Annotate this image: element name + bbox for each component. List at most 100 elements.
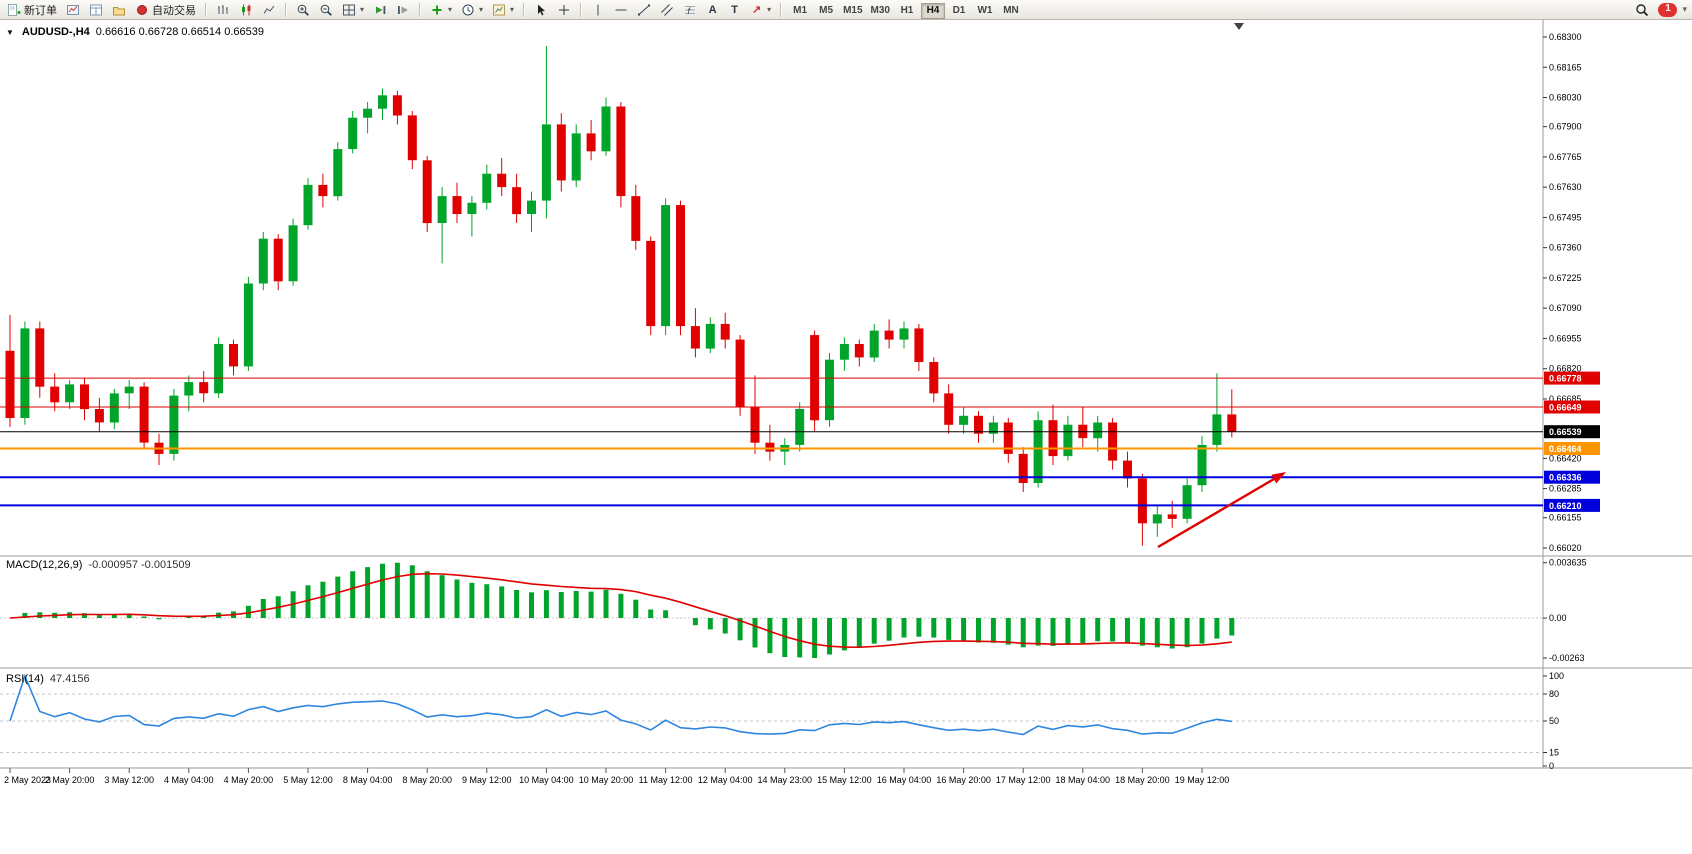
dropdown-caret-icon: ▾: [510, 5, 515, 14]
timeframe-M1[interactable]: M1: [788, 3, 812, 19]
trendline-button[interactable]: [633, 1, 655, 19]
search-button[interactable]: [1631, 1, 1653, 19]
text-button[interactable]: A: [702, 1, 723, 19]
svg-text:0.68030: 0.68030: [1549, 93, 1582, 103]
chart-shift-icon: [396, 3, 410, 17]
svg-text:8 May 04:00: 8 May 04:00: [343, 775, 393, 785]
timeframe-H4[interactable]: H4: [920, 2, 945, 19]
svg-text:0.66210: 0.66210: [1549, 501, 1582, 511]
svg-text:16 May 20:00: 16 May 20:00: [936, 775, 991, 785]
chart-window[interactable]: 0.68300 0.68165 0.68030 0.67900 0.67765 0.676…: [0, 20, 1692, 854]
zoom-in-button[interactable]: [292, 1, 314, 19]
market-watch-icon: [89, 3, 103, 17]
crosshair-button[interactable]: [553, 1, 575, 19]
candlestick-chart-icon: [239, 3, 253, 17]
candlestick-chart-button[interactable]: [235, 1, 257, 19]
navigator-button[interactable]: [108, 1, 130, 19]
candlestick-series[interactable]: [5, 46, 1237, 546]
auto-trading-label: 自动交易: [152, 4, 196, 17]
horizontal-line-button[interactable]: [610, 1, 632, 19]
svg-text:50: 50: [1549, 716, 1559, 726]
svg-text:0.66820: 0.66820: [1549, 364, 1582, 374]
dropdown-caret-icon: ▾: [360, 5, 365, 14]
svg-text:0.67360: 0.67360: [1549, 243, 1582, 253]
timeframe-D1[interactable]: D1: [947, 3, 971, 19]
toolbar-separator: [523, 2, 526, 17]
new-order-button[interactable]: 新订单: [3, 1, 61, 19]
channel-button[interactable]: [656, 1, 678, 19]
notification-badge[interactable]: 1: [1658, 2, 1678, 17]
autoscroll-icon: [373, 3, 387, 17]
timeframe-M5[interactable]: M5: [814, 3, 838, 19]
cursor-icon: [534, 3, 548, 17]
price-tag-0.66539: [1544, 425, 1600, 439]
price-tag-0.66649: [1544, 400, 1600, 414]
svg-text:8 May 20:00: 8 May 20:00: [402, 775, 452, 785]
chart-shift-button[interactable]: [392, 1, 414, 19]
label-button[interactable]: T: [724, 1, 745, 19]
svg-text:0.67630: 0.67630: [1549, 182, 1582, 192]
timeframe-W1[interactable]: W1: [973, 3, 997, 19]
line-chart-button[interactable]: [258, 1, 280, 19]
timeframe-M30[interactable]: M30: [868, 3, 893, 19]
crosshair-icon: [557, 3, 571, 17]
svg-text:0.67495: 0.67495: [1549, 212, 1582, 222]
autoscroll-button[interactable]: [369, 1, 391, 19]
toolbar-separator: [205, 2, 207, 17]
zoom-out-button[interactable]: [315, 1, 337, 19]
cursor-button[interactable]: [530, 1, 552, 19]
templates-button[interactable]: ▾: [488, 1, 518, 19]
trend-arrow[interactable]: [1157, 472, 1286, 549]
tile-windows-button[interactable]: ▾: [338, 1, 368, 19]
price-level-lines[interactable]: [0, 377, 1543, 507]
svg-text:9 May 12:00: 9 May 12:00: [462, 775, 512, 785]
chart-shift-marker[interactable]: [1234, 23, 1244, 30]
plot-area[interactable]: [0, 20, 1543, 556]
svg-text:0.67900: 0.67900: [1549, 122, 1582, 132]
indicators-button[interactable]: ▾: [426, 1, 456, 19]
fibonacci-button[interactable]: f: [679, 1, 701, 19]
svg-text:0.67225: 0.67225: [1549, 273, 1582, 283]
svg-text:0.66778: 0.66778: [1549, 374, 1582, 384]
trendline-icon: [637, 3, 651, 17]
svg-text:4 May 20:00: 4 May 20:00: [224, 775, 274, 785]
market-watch-button[interactable]: [85, 1, 107, 19]
clock-icon: [461, 3, 475, 17]
arrows-icon: ↗: [751, 3, 762, 16]
periods-button[interactable]: ▾: [457, 1, 487, 19]
svg-text:4 May 04:00: 4 May 04:00: [164, 775, 214, 785]
svg-text:0: 0: [1549, 761, 1554, 771]
dropdown-caret-icon: ▾: [479, 5, 484, 14]
macd-signal-line: [9, 572, 1232, 649]
timeframe-M15[interactable]: M15: [840, 3, 865, 19]
zoom-in-icon: [296, 3, 310, 17]
svg-text:0.66155: 0.66155: [1549, 513, 1582, 523]
price-tag-0.66464: [1544, 442, 1600, 455]
new-chart-button[interactable]: [62, 1, 84, 19]
price-tag-0.66210: [1544, 498, 1600, 512]
svg-text:15 May 12:00: 15 May 12:00: [817, 775, 872, 785]
new-order-icon: [7, 3, 21, 17]
svg-text:0.66420: 0.66420: [1549, 453, 1582, 463]
price-chart[interactable]: 0.68300 0.68165 0.68030 0.67900 0.67765 0.676…: [0, 20, 1692, 854]
svg-text:0.67765: 0.67765: [1549, 152, 1582, 162]
svg-text:18 May 20:00: 18 May 20:00: [1115, 775, 1170, 785]
svg-text:0.67090: 0.67090: [1549, 303, 1582, 313]
indicators-icon: [430, 3, 444, 17]
timeframe-H1[interactable]: H1: [895, 3, 919, 19]
timeframe-MN[interactable]: MN: [999, 3, 1023, 19]
toolbar-right: 1 ▾: [1631, 1, 1689, 19]
vertical-line-button[interactable]: [587, 1, 609, 19]
price-scale[interactable]: 0.68300 0.68165 0.68030 0.67900 0.67765 0.676…: [1543, 32, 1600, 553]
rsi-line: [9, 673, 1232, 736]
bar-chart-button[interactable]: [212, 1, 234, 19]
navigator-icon: [112, 3, 126, 17]
svg-text:0.66955: 0.66955: [1549, 333, 1582, 343]
svg-text:0.66464: 0.66464: [1549, 444, 1582, 454]
svg-text:0.66685: 0.66685: [1549, 394, 1582, 404]
toolbar-overflow-icon[interactable]: ▾: [1682, 4, 1687, 14]
auto-trading-button[interactable]: 自动交易: [131, 1, 200, 19]
arrows-button[interactable]: ↗ ▾: [746, 1, 775, 19]
